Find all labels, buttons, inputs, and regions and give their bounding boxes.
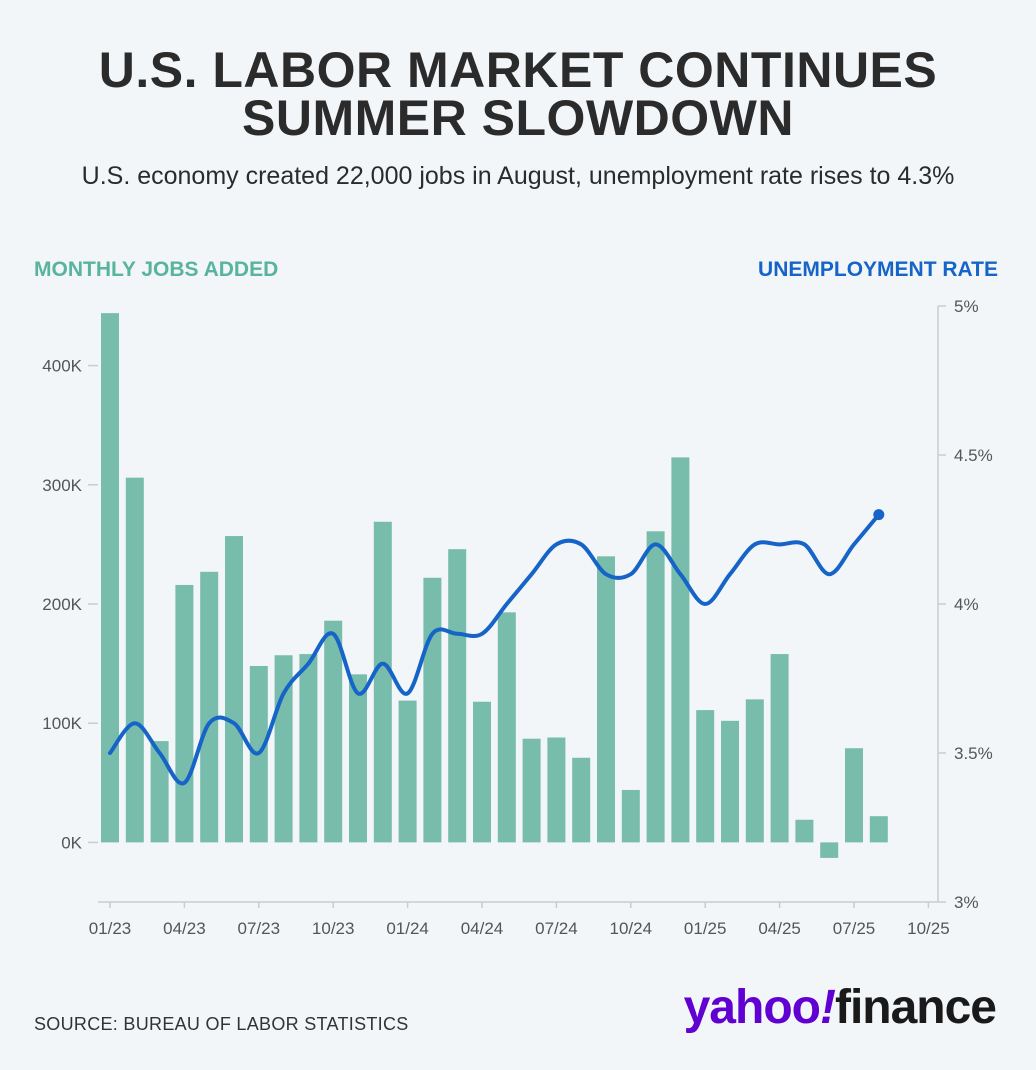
y-left-tick-label: 0K: [61, 833, 82, 852]
jobs-bar: [745, 699, 764, 843]
jobs-bar: [671, 457, 690, 843]
y-right-tick-label: 5%: [954, 297, 979, 316]
jobs-bar: [373, 521, 392, 843]
title-line-2: SUMMER SLOWDOWN: [242, 90, 794, 146]
x-tick-label: 01/23: [89, 919, 132, 938]
jobs-bar: [820, 842, 839, 858]
jobs-bar: [721, 720, 739, 843]
jobs-bar: [621, 789, 640, 843]
jobs-bar: [299, 654, 318, 843]
jobs-bar: [869, 816, 888, 843]
jobs-bar: [845, 748, 863, 843]
x-tick-label: 01/25: [684, 919, 727, 938]
y-left-tick-label: 300K: [42, 476, 82, 495]
jobs-bar: [497, 612, 516, 843]
jobs-bar: [522, 738, 541, 843]
y-right-tick-label: 4.5%: [954, 446, 993, 465]
x-tick-label: 07/23: [238, 919, 281, 938]
x-tick-label: 10/25: [907, 919, 950, 938]
y-left-tick-label: 200K: [42, 595, 82, 614]
jobs-bar: [225, 536, 243, 843]
x-tick-label: 04/23: [163, 919, 206, 938]
jobs-bar: [398, 700, 417, 843]
jobs-bar: [101, 313, 119, 843]
jobs-bar: [547, 737, 566, 843]
jobs-bar: [572, 757, 591, 843]
bar-series: [101, 313, 888, 858]
jobs-bar: [597, 556, 615, 843]
legend-unemployment-rate: UNEMPLOYMENT RATE: [758, 258, 998, 281]
x-tick-label: 10/24: [610, 919, 653, 938]
logo-yahoo: yahoo: [683, 981, 821, 1034]
y-left-tick-label: 400K: [42, 357, 82, 376]
jobs-bar: [423, 577, 442, 843]
jobs-bar: [448, 549, 467, 843]
jobs-bar: [200, 571, 219, 843]
line-series: [108, 509, 885, 786]
jobs-bar: [324, 620, 343, 843]
y-right-tick-label: 3%: [954, 893, 979, 912]
y-left-tick-label: 100K: [42, 714, 82, 733]
jobs-bar: [150, 741, 169, 843]
logo-bang: !: [819, 981, 836, 1034]
logo-finance: finance: [834, 981, 997, 1034]
jobs-bar: [770, 654, 789, 843]
jobs-bar: [349, 674, 367, 843]
x-tick-label: 10/23: [312, 919, 355, 938]
y-right-tick-label: 4%: [954, 595, 979, 614]
x-tick-label: 04/24: [461, 919, 504, 938]
unemployment-endpoint: [873, 509, 885, 521]
jobs-bar: [646, 531, 665, 843]
axes: 01/23 04/23 07/23 10/23 01/24 04/24 07/24 10/24…: [42, 297, 992, 938]
source-note: SOURCE: BUREAU OF LABOR STATISTICS: [34, 1014, 409, 1034]
x-tick-label: 01/24: [386, 919, 429, 938]
unemployment-line: [108, 512, 881, 786]
x-tick-label: 04/25: [758, 919, 801, 938]
jobs-bar: [473, 701, 491, 843]
chart-subtitle: U.S. economy created 22,000 jobs in Augu…: [81, 162, 955, 190]
chart-title: U.S. LABOR MARKET CONTINUES SUMMER SLOWD…: [0, 42, 1036, 146]
jobs-bar: [175, 584, 194, 843]
x-tick-label: 07/24: [535, 919, 578, 938]
x-tick-label: 07/25: [833, 919, 876, 938]
jobs-bar: [795, 819, 814, 843]
jobs-bar: [125, 477, 144, 843]
legend-jobs-added: MONTHLY JOBS ADDED: [34, 258, 279, 281]
title-line-1: U.S. LABOR MARKET CONTINUES: [98, 42, 938, 98]
y-right-tick-label: 3.5%: [954, 744, 993, 763]
yahoo-finance-logo: yahoo!finance: [683, 980, 997, 1035]
jobs-bar: [696, 710, 715, 843]
jobs-unemployment-chart: 01/23 04/23 07/23 10/23 01/24 04/24 07/24 10/24…: [42, 297, 992, 938]
